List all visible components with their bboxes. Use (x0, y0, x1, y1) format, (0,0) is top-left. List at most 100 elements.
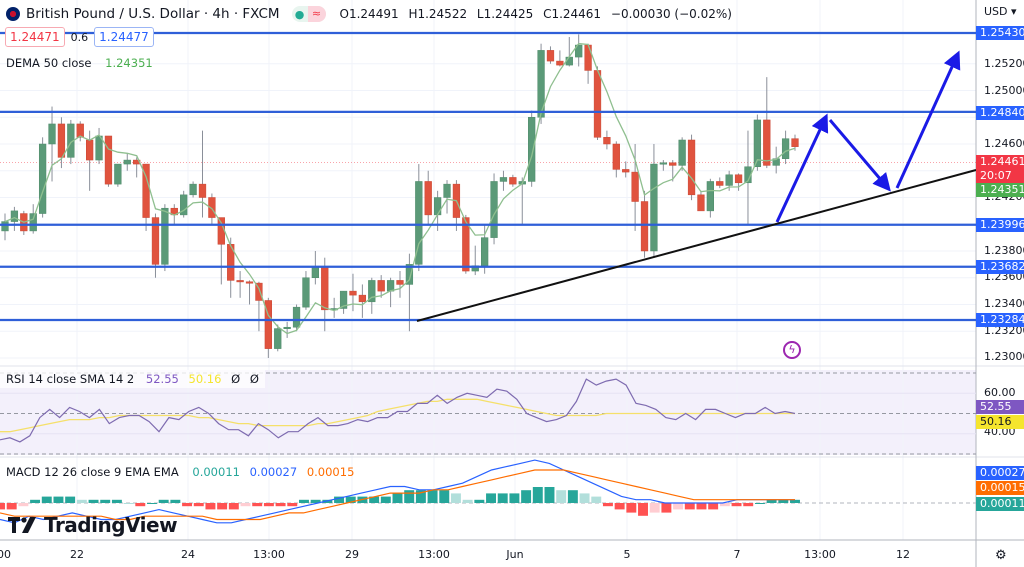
candle-body (509, 177, 517, 185)
candle-body (537, 50, 545, 118)
macd-histogram-bar (275, 503, 286, 507)
rsi-value: 52.55 (145, 372, 179, 386)
event-lightning-icon[interactable]: ϟ (783, 341, 801, 359)
candle-body (734, 174, 743, 184)
macd-histogram-bar (754, 503, 765, 504)
ohlc-change: −0.00030 (−0.02%) (610, 7, 732, 21)
candle-body (104, 135, 113, 185)
candle-body (142, 163, 150, 218)
sell-button[interactable]: 1.24471 (5, 27, 65, 47)
candle-body (38, 143, 47, 214)
ohlc-low: L1.24425 (476, 7, 534, 21)
candle-body (640, 201, 649, 252)
macd-histogram-bar (111, 499, 122, 503)
candle-body (114, 163, 122, 185)
macd-histogram-bar (649, 503, 660, 513)
macd-histogram-bar (556, 490, 567, 503)
macd-line (0, 459, 795, 524)
rsi-legend[interactable]: RSI 14 close SMA 14 2 52.55 50.16 Ø Ø (0, 370, 265, 388)
time-tick-label: 7 (733, 548, 741, 561)
macd-histogram-bar (170, 499, 181, 503)
time-tick-label: 24 (181, 548, 195, 561)
rsi-sma-value: 50.16 (188, 372, 222, 386)
candle-body (546, 50, 555, 62)
dema-line (4, 42, 796, 335)
macd-histogram-bar (509, 493, 520, 503)
time-tick-label: 12 (896, 548, 910, 561)
rsi-tick-label: 60.00 (984, 386, 1016, 399)
macd-histogram-bar (65, 496, 76, 503)
candle-body (86, 139, 94, 161)
price-tick-label: 1.23200 (984, 324, 1024, 337)
candle-body (292, 306, 301, 328)
time-tick-label: 13:00 (418, 548, 450, 561)
macd-signal-line (0, 469, 795, 521)
candle-body (217, 217, 225, 245)
candle-body (584, 44, 592, 71)
candle-body (236, 280, 244, 283)
candle-body (151, 217, 160, 265)
market-status[interactable]: ● ≈ (291, 6, 326, 22)
macd-histogram-bar (299, 499, 309, 503)
price-tag: 1.24351 (976, 183, 1024, 197)
time-tick-label: 29 (345, 548, 359, 561)
candle-body (481, 237, 489, 266)
time-tick-label: Jun (506, 548, 524, 561)
macd-histogram-bar (790, 499, 800, 503)
price-tick-label: 1.25200 (984, 57, 1024, 70)
macd-histogram-bar (380, 496, 391, 503)
buy-button[interactable]: 1.24477 (94, 27, 154, 47)
candle-body (57, 123, 66, 158)
market-open-dot-icon: ● (294, 7, 305, 21)
projection-arrow (828, 119, 891, 192)
gbp-usd-flag-icon (6, 7, 20, 21)
price-tick-label: 1.23000 (984, 350, 1024, 363)
candle-body (321, 266, 329, 311)
macd-histogram-bar (158, 499, 169, 503)
candle-body (264, 300, 272, 349)
macd-histogram-bar (474, 499, 485, 503)
macd-histogram-bar (345, 496, 356, 503)
candle-body (405, 264, 414, 285)
macd-histogram-bar (696, 503, 707, 510)
candle-body (725, 174, 733, 186)
macd-hist-value: 0.00011 (192, 465, 240, 479)
macd-label: MACD 12 26 close 9 EMA EMA (6, 465, 179, 479)
candle-body (424, 181, 432, 216)
macd-histogram-bar (135, 503, 146, 507)
rsi-extra-2: Ø (249, 372, 259, 386)
candle-body (612, 143, 620, 170)
currency-selector[interactable]: USD ▾ (984, 5, 1017, 18)
candle-body (669, 162, 677, 166)
candle-body (255, 282, 263, 301)
macd-histogram-bar (532, 487, 543, 503)
symbol-title[interactable]: British Pound / U.S. Dollar · 4h · FXCM (26, 6, 280, 22)
macd-histogram-bar (205, 503, 216, 510)
rsi-extra-1: Ø (231, 372, 241, 386)
settings-gear-icon[interactable]: ⚙ (995, 548, 1007, 563)
candle-body (245, 281, 254, 284)
tradingview-logo-icon (8, 517, 36, 533)
candle-body (791, 138, 799, 147)
macd-histogram-bar (462, 499, 473, 503)
candle-body (622, 169, 630, 173)
candle-body (462, 217, 470, 272)
macd-histogram-bar (439, 490, 450, 503)
data-delay-icon: ≈ (307, 6, 326, 22)
macd-histogram-bar (743, 503, 754, 507)
time-tick-label: 13:00 (253, 548, 285, 561)
time-tick-label: 22 (70, 548, 84, 561)
macd-histogram-bar (661, 503, 672, 513)
rsi-value-tag: 52.55 (976, 400, 1024, 414)
candle-body (180, 194, 188, 216)
dema-legend[interactable]: DEMA 50 close 1.24351 (6, 56, 153, 70)
candle-body (528, 117, 536, 182)
candle-body (631, 171, 639, 202)
macd-histogram-bar (602, 503, 613, 507)
macd-legend[interactable]: MACD 12 26 close 9 EMA EMA 0.00011 0.000… (6, 465, 354, 479)
price-tag: 1.24840 (976, 106, 1024, 120)
candle-body (781, 138, 790, 159)
macd-histogram-bar (310, 499, 321, 503)
candle-body (208, 197, 216, 218)
